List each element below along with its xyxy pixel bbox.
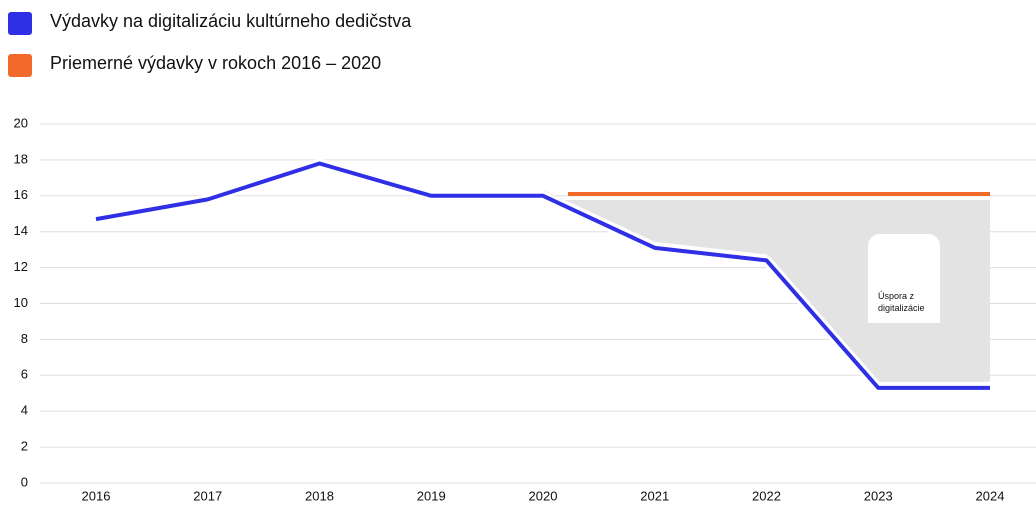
y-tick-label: 12 <box>14 259 28 274</box>
x-tick-label: 2024 <box>976 488 1005 503</box>
x-tick-label: 2019 <box>417 488 446 503</box>
x-tick-label: 2016 <box>82 488 111 503</box>
y-tick-label: 4 <box>21 403 28 418</box>
y-tick-label: 14 <box>14 223 28 238</box>
y-tick-label: 18 <box>14 151 28 166</box>
y-tick-label: 2 <box>21 439 28 454</box>
legend-swatch <box>8 12 32 35</box>
y-tick-label: 0 <box>21 474 28 489</box>
y-tick-label: 16 <box>14 187 28 202</box>
y-tick-label: 6 <box>21 367 28 382</box>
legend-label: Priemerné výdavky v rokoch 2016 – 2020 <box>50 53 381 73</box>
legend-swatch <box>8 54 32 77</box>
y-tick-label: 10 <box>14 295 28 310</box>
annotation: Úspora z digitalizácie <box>868 234 940 323</box>
y-tick-label: 20 <box>14 115 28 130</box>
x-tick-label: 2022 <box>752 488 781 503</box>
legend-label: Výdavky na digitalizáciu kultúrneho dedi… <box>50 11 412 31</box>
y-tick-label: 8 <box>21 331 28 346</box>
x-tick-label: 2020 <box>529 488 558 503</box>
x-tick-label: 2021 <box>640 488 669 503</box>
x-tick-label: 2023 <box>864 488 893 503</box>
x-tick-label: 2017 <box>193 488 222 503</box>
x-tick-label: 2018 <box>305 488 334 503</box>
line <box>95 161 990 390</box>
